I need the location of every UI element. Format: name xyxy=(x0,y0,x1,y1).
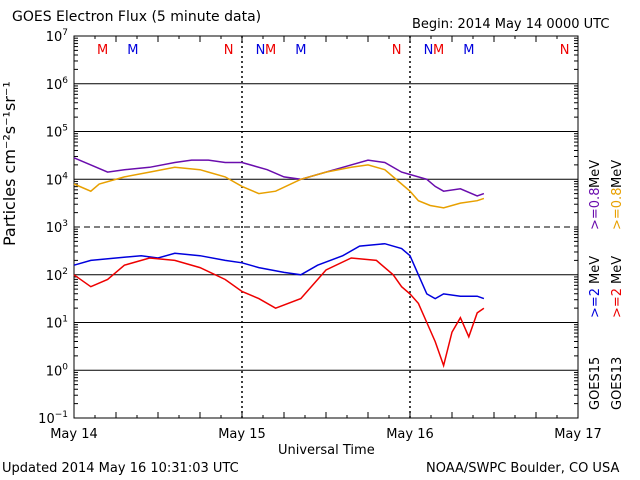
legend-g15-08-mev: MeV xyxy=(588,159,603,188)
y-tick-label: 105 xyxy=(46,124,68,141)
legend-g15-2-mev: MeV xyxy=(588,255,603,284)
marker-label: M xyxy=(127,43,138,58)
marker-label: M xyxy=(433,43,444,58)
legend-g15-2-label: >=2 xyxy=(588,287,603,318)
x-axis-label: Universal Time xyxy=(278,443,375,458)
legend-g13-2-label: >=2 xyxy=(610,287,625,318)
marker-label: M xyxy=(295,43,306,58)
y-tick-label: 107 xyxy=(46,28,68,45)
begin-date-label: Begin: 2014 May 14 0000 UTC xyxy=(412,17,610,32)
y-axis-label: Particles cm⁻²s⁻¹sr⁻¹ xyxy=(0,81,19,246)
legend-g15-08-label: >=0.8 xyxy=(588,187,603,230)
x-tick-label: May 15 xyxy=(218,427,266,442)
series-line-g13-2 xyxy=(73,257,485,369)
marker-label: N xyxy=(224,43,234,58)
legend-goes13-label: GOES13 xyxy=(610,356,625,410)
marker-label: N xyxy=(424,43,434,58)
legend-g13-08-label: >=0.8 xyxy=(610,187,625,230)
marker-label: M xyxy=(265,43,276,58)
y-tick-label: 104 xyxy=(46,171,69,188)
updated-timestamp: Updated 2014 May 16 10:31:03 UTC xyxy=(2,461,239,476)
x-tick-label: May 17 xyxy=(554,427,602,442)
marker-label: N xyxy=(256,43,266,58)
y-tick-label: 102 xyxy=(46,267,68,284)
y-tick-label: 10−1 xyxy=(38,410,68,427)
marker-label: M xyxy=(97,43,108,58)
y-tick-label: 103 xyxy=(46,219,68,236)
chart-title: GOES Electron Flux (5 minute data) xyxy=(12,9,262,25)
y-tick-label: 101 xyxy=(46,315,68,332)
series-line-g15-08 xyxy=(73,157,485,197)
x-tick-label: May 16 xyxy=(386,427,434,442)
legend-goes15-label: GOES15 xyxy=(588,356,603,410)
credit-label: NOAA/SWPC Boulder, CO USA xyxy=(426,461,620,476)
marker-label: M xyxy=(463,43,474,58)
series-line-g15-2 xyxy=(73,242,485,300)
marker-label: N xyxy=(560,43,570,58)
series-line-g13-08 xyxy=(73,164,485,209)
x-tick-label: May 14 xyxy=(50,427,98,442)
y-tick-label: 106 xyxy=(46,76,69,93)
legend-g13-08-mev: MeV xyxy=(610,159,625,188)
y-tick-label: 100 xyxy=(46,362,69,379)
marker-label: N xyxy=(392,43,402,58)
legend-g13-2-mev: MeV xyxy=(610,255,625,284)
